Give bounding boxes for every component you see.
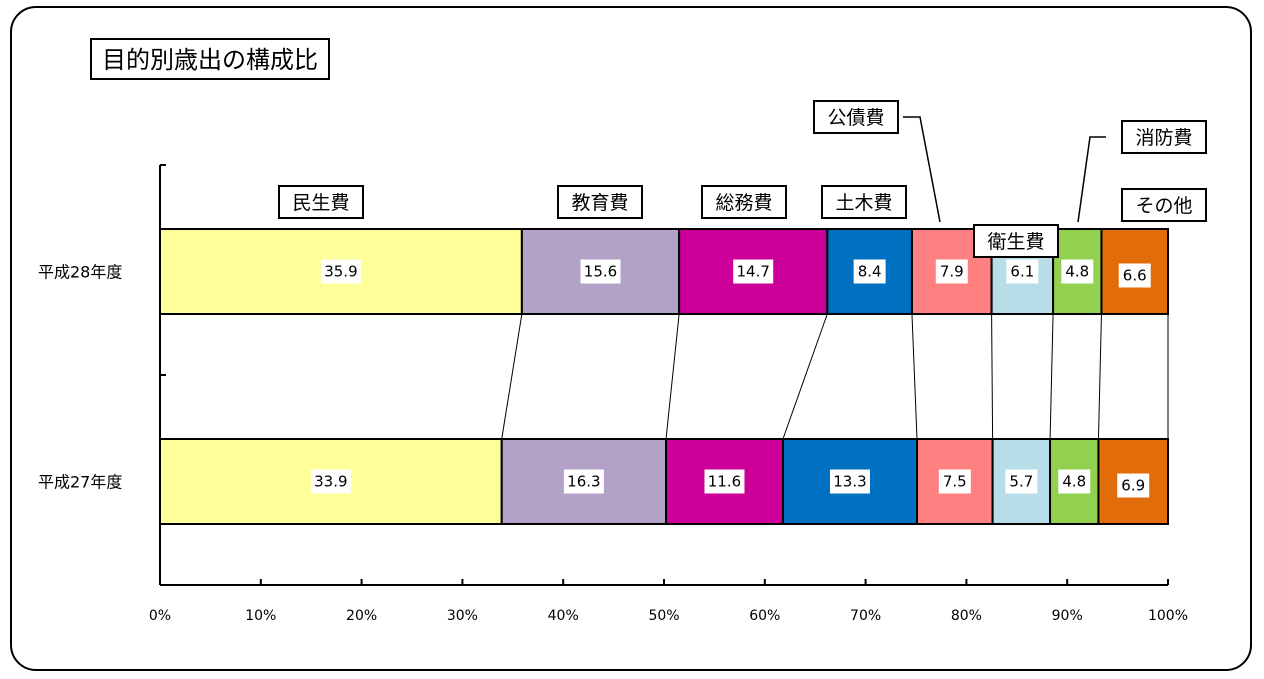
- data-label-box: [1117, 473, 1150, 498]
- data-label: 5.7: [1009, 473, 1033, 491]
- data-label-box: [1006, 259, 1039, 284]
- data-label: 15.6: [584, 263, 617, 281]
- x-tick-label: 70%: [850, 608, 881, 624]
- x-tick-label: 100%: [1148, 608, 1188, 624]
- data-label: 8.4: [858, 263, 882, 281]
- leader-line: [903, 116, 941, 223]
- x-tick-label: 30%: [447, 608, 478, 624]
- leader-line: [1077, 136, 1106, 223]
- series-line: [1097, 313, 1102, 440]
- series-label-box: [278, 185, 364, 219]
- x-tick-label: 90%: [1052, 608, 1083, 624]
- data-label-box: [1058, 469, 1091, 494]
- bar-segment: [1049, 438, 1100, 525]
- data-label: 6.1: [1010, 263, 1034, 281]
- data-label-box: [1005, 469, 1038, 494]
- series-label-box: [1121, 120, 1207, 154]
- x-tick-label: 40%: [548, 608, 579, 624]
- series-label-box: [813, 100, 899, 134]
- series-line: [501, 313, 523, 440]
- chart-frame: [10, 6, 1252, 671]
- chart-title: 目的別歳出の構成比: [90, 38, 330, 80]
- data-label-box: [938, 469, 971, 494]
- data-label-box: [1118, 263, 1151, 288]
- series-label-box: [821, 185, 907, 219]
- x-tick-label: 10%: [245, 608, 276, 624]
- data-label-box: [853, 259, 886, 284]
- data-label-box: [320, 259, 361, 284]
- data-label: 7.9: [940, 263, 964, 281]
- x-tick-label: 50%: [648, 608, 679, 624]
- x-tick-label: 60%: [749, 608, 780, 624]
- category-label: 平成28年度: [38, 263, 122, 282]
- data-label: 33.9: [314, 473, 347, 491]
- data-label-box: [829, 469, 870, 494]
- data-label-box: [704, 469, 745, 494]
- data-label: 6.6: [1123, 267, 1147, 285]
- data-label: 11.6: [708, 473, 741, 491]
- category-label: 平成27年度: [38, 473, 122, 492]
- series-line: [911, 313, 918, 440]
- data-label: 6.9: [1121, 477, 1145, 495]
- data-label-box: [1061, 259, 1094, 284]
- series-label-box: [701, 185, 787, 219]
- data-label: 16.3: [567, 473, 600, 491]
- x-tick-label: 80%: [951, 608, 982, 624]
- series-label: その他: [1135, 195, 1192, 217]
- data-label: 14.7: [737, 263, 770, 281]
- data-label: 4.8: [1065, 263, 1089, 281]
- series-label-box: [973, 224, 1059, 258]
- series-line: [1049, 313, 1054, 440]
- series-label: 民生費: [292, 192, 349, 214]
- series-line: [665, 313, 680, 440]
- series-label: 消防費: [1135, 127, 1192, 149]
- data-label: 35.9: [324, 263, 357, 281]
- series-line: [782, 313, 828, 440]
- series-label-box: [1121, 188, 1207, 222]
- series-line: [991, 313, 994, 440]
- series-label: 公債費: [827, 107, 884, 129]
- series-label-box: [557, 185, 643, 219]
- data-label-box: [580, 259, 621, 284]
- x-tick-label: 20%: [346, 608, 377, 624]
- data-label: 7.5: [943, 473, 967, 491]
- series-label: 衛生費: [987, 231, 1044, 253]
- data-label: 13.3: [833, 473, 866, 491]
- series-label: 教育費: [571, 192, 628, 214]
- data-label-box: [733, 259, 774, 284]
- x-tick-label: 0%: [149, 608, 171, 624]
- data-label-box: [935, 259, 968, 284]
- data-label-box: [563, 469, 604, 494]
- series-label: 総務費: [715, 192, 772, 214]
- data-label-box: [310, 469, 351, 494]
- series-label: 土木費: [835, 192, 892, 214]
- data-label: 4.8: [1062, 473, 1086, 491]
